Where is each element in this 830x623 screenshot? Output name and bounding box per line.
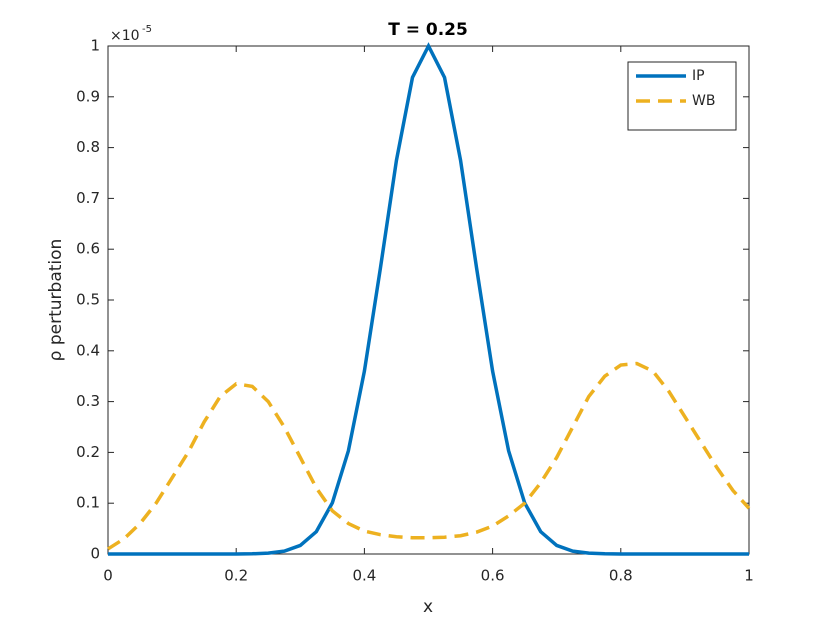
y-tick-label: 0.9 — [76, 87, 100, 105]
y-tick-label: 0.4 — [76, 341, 100, 359]
series-line — [107, 361, 751, 551]
y-tick-label: 0.5 — [76, 291, 100, 309]
y-tick-label: 0.3 — [76, 392, 100, 410]
y-axis-label: ρ perturbation — [46, 239, 66, 362]
x-tick-label: 0.4 — [352, 567, 376, 585]
y-multiplier-exponent: -5 — [142, 24, 152, 35]
y-tick-label: 0 — [90, 545, 100, 563]
y-tick-label: 0.7 — [76, 189, 100, 207]
x-tick-label: 1 — [744, 567, 754, 585]
y-tick-label: 0.1 — [76, 494, 100, 512]
legend-label: WB — [692, 93, 715, 109]
x-tick-label: 0.2 — [224, 567, 248, 585]
legend-box — [627, 61, 737, 131]
y-tick-label: 0.6 — [76, 240, 100, 258]
series-line — [108, 42, 749, 556]
y-multiplier: ×10 — [110, 28, 140, 44]
y-tick-label: 1 — [90, 37, 100, 55]
y-tick-label: 0.2 — [76, 443, 100, 461]
y-tick-label: 0.8 — [76, 138, 100, 156]
x-tick-label: 0.8 — [609, 567, 633, 585]
x-tick-label: 0 — [103, 567, 113, 585]
chart-title: T = 0.25 — [388, 20, 468, 40]
legend-label: IP — [692, 68, 705, 84]
x-tick-label: 0.6 — [481, 567, 505, 585]
x-axis-label: x — [423, 597, 433, 617]
